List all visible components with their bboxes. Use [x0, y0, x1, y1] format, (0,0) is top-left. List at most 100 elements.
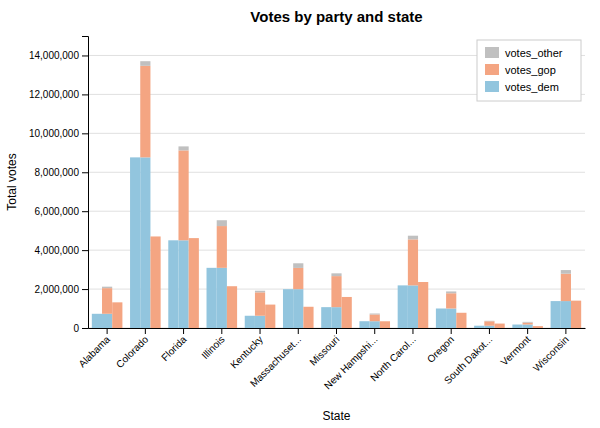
x-tick-label: Alabama [76, 333, 112, 369]
y-tick-mark [82, 289, 88, 290]
bar [217, 226, 227, 268]
y-tick: 14,000,000 [29, 50, 88, 61]
x-tick-mark [374, 328, 375, 334]
bar [255, 316, 265, 328]
bar [150, 236, 160, 328]
grid-line [88, 250, 585, 251]
bar [408, 285, 418, 328]
bar [102, 287, 112, 288]
bar [561, 270, 571, 274]
bar [140, 66, 150, 158]
bar [436, 308, 446, 328]
y-tick: 12,000,000 [29, 89, 88, 100]
x-tick: Florida [159, 328, 189, 363]
x-tick-label: Wisconsin [531, 334, 571, 374]
x-tick-mark [145, 328, 146, 334]
bar [551, 301, 561, 328]
bar [561, 301, 571, 328]
chart: AlabamaColoradoFloridaIllinoisKentuckyMa… [0, 0, 600, 428]
bar [227, 286, 237, 328]
bar [255, 291, 265, 293]
bar [523, 323, 533, 325]
y-tick: 8,000,000 [35, 167, 89, 178]
y-tick-label: 12,000,000 [29, 89, 79, 100]
legend-swatch [485, 81, 499, 92]
bar [178, 240, 188, 328]
x-tick-mark [336, 328, 337, 334]
bar [359, 321, 369, 328]
bar [484, 321, 494, 325]
x-tick-mark [451, 328, 452, 334]
bar [512, 325, 522, 328]
y-tick: 2,000,000 [35, 284, 89, 295]
bar [446, 293, 456, 308]
x-tick-label: North Carol... [368, 334, 418, 384]
bar [533, 326, 543, 328]
bar [418, 282, 428, 328]
bar [140, 61, 150, 66]
bar [523, 325, 533, 328]
bar [178, 150, 188, 240]
y-tick-mark [82, 55, 88, 56]
bar [92, 314, 102, 328]
bar [495, 324, 505, 328]
bar [331, 273, 341, 276]
title: Votes by party and state [250, 8, 422, 25]
x-tick-label: Oregon [425, 334, 456, 365]
bar [255, 292, 265, 315]
bar [102, 314, 112, 328]
bar [265, 305, 275, 328]
y-tick: 0 [73, 323, 88, 334]
x-tick-label: Missouri [307, 334, 341, 368]
bar [523, 321, 533, 323]
y-tick-mark [82, 328, 88, 329]
bar [370, 313, 380, 315]
x-axis: AlabamaColoradoFloridaIllinoisKentuckyMa… [76, 328, 585, 391]
bar [484, 320, 494, 321]
legend-label: votes_other [505, 47, 563, 59]
bar [130, 157, 140, 328]
x-tick-label: Kentucky [228, 334, 265, 371]
x-tick-mark [260, 328, 261, 334]
bar [342, 297, 352, 328]
bar [446, 291, 456, 293]
bar [189, 238, 199, 328]
x-tick-mark [565, 328, 566, 334]
bar [303, 307, 313, 328]
x-tick-label: Vermont [498, 334, 532, 368]
bar [217, 220, 227, 226]
bar [321, 307, 331, 328]
bar [168, 240, 178, 328]
x-axis-title: State [322, 409, 350, 423]
bar [380, 321, 390, 328]
x-tick-label: South Dakot... [442, 334, 495, 387]
x-tick: Missouri [307, 328, 341, 368]
y-tick-mark [82, 250, 88, 251]
x-tick-mark [527, 328, 528, 334]
bar [561, 274, 571, 301]
x-tick: Colorado [114, 328, 151, 370]
bar [456, 313, 466, 328]
bar [446, 308, 456, 328]
bar [293, 268, 303, 289]
y-tick-label: 10,000,000 [29, 128, 79, 139]
bar [408, 236, 418, 240]
bar [245, 316, 255, 328]
bar [474, 326, 484, 328]
y-tick: 4,000,000 [35, 245, 89, 256]
x-tick-label: Massachuset... [248, 334, 303, 389]
x-tick-mark [412, 328, 413, 334]
bar [408, 239, 418, 285]
grid-line [88, 172, 585, 173]
y-tick-label: 8,000,000 [35, 167, 80, 178]
bar [331, 307, 341, 328]
y-tick-label: 0 [73, 323, 79, 334]
x-tick-mark [221, 328, 222, 334]
x-tick-mark [107, 328, 108, 334]
y-tick-label: 6,000,000 [35, 206, 80, 217]
x-tick: North Carol... [368, 328, 418, 383]
y-tick-mark [82, 172, 88, 173]
x-tick: Kentucky [228, 328, 265, 371]
legend-item: votes_gop [485, 64, 556, 76]
bar [283, 289, 293, 328]
